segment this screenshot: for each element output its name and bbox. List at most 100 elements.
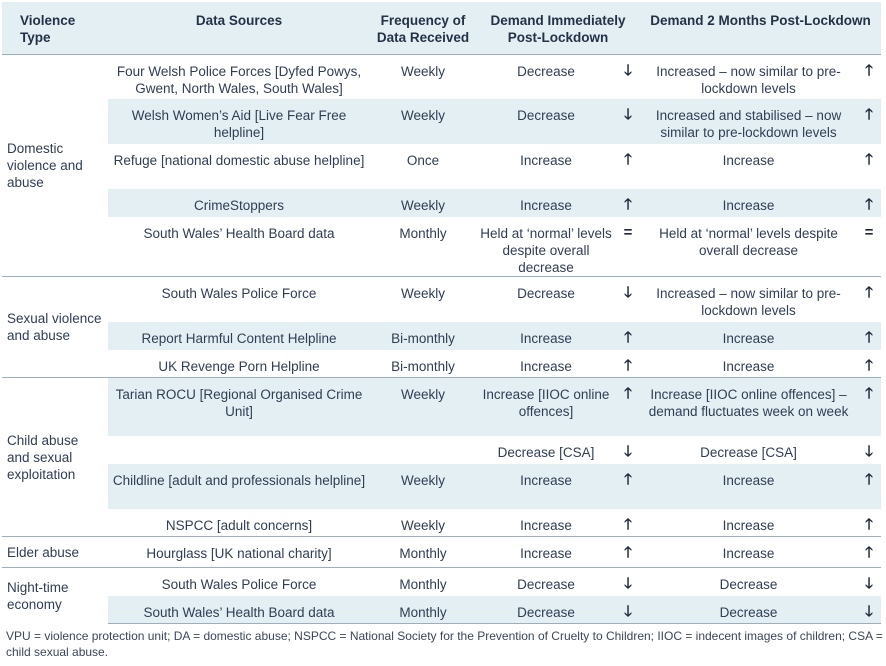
violence-type-label: Child abuse and sexual exploitation: [2, 377, 108, 537]
data-source-cell: Four Welsh Police Forces [Dyfed Powys, G…: [108, 53, 370, 99]
demand-immediate-cell: Decrease: [476, 99, 616, 144]
data-source-cell: UK Revenge Porn Helpline: [108, 349, 370, 378]
arrow-up-icon: 🡑: [616, 508, 641, 537]
equal-icon: =: [857, 217, 882, 277]
demand-2-months-cell: Increased – now similar to pre-lockdown …: [640, 53, 858, 99]
demand-2-months-cell: Decrease [CSA]: [700, 444, 797, 460]
frequency-cell: Weekly: [370, 53, 476, 99]
frequency-cell: Monthly: [370, 595, 476, 624]
data-source-cell: Report Harmful Content Helpline: [108, 321, 370, 350]
table-row: Child abuse and sexual exploitation Taria…: [2, 377, 882, 537]
data-source-cell: Childline [adult and professionals helpl…: [108, 463, 370, 509]
table-row: NSPCC [adult concerns] Weekly Increase 🡑 Inc…: [2, 508, 882, 537]
table-row: Welsh Women’s Aid [Live Fear Free helpli…: [2, 99, 882, 144]
frequency-cell: Weekly: [370, 463, 476, 509]
arrow-up-icon: 🡑: [616, 377, 641, 436]
arrow-up-icon: 🡑: [616, 463, 641, 509]
table-row: Elder abuse Hourglass [UK national charit…: [2, 536, 882, 568]
frequency-cell: Bi-monthly: [370, 321, 476, 350]
demand-immediate-cell: Increase: [476, 536, 616, 568]
frequency-cell: Bi-monthly: [370, 349, 476, 378]
demand-2-months-cell: Increase: [640, 321, 858, 350]
data-source-cell: South Wales’ Health Board data: [108, 217, 370, 277]
arrow-down-icon: 🡓: [624, 442, 632, 460]
demand-2-months-cell: Increase [IIOC online offences] – demand…: [640, 377, 858, 436]
table-row: Childline [adult and professionals helpl…: [2, 463, 882, 509]
arrow-up-icon: 🡑: [616, 349, 641, 378]
arrow-down-icon: 🡓: [616, 99, 641, 144]
arrow-down-icon: 🡓: [616, 53, 641, 99]
demand-2-months-cell: Increased – now similar to pre-lockdown …: [640, 276, 858, 322]
demand-immediate-cell: Decrease: [476, 53, 616, 99]
table-row: South Wales’ Health Board data Monthly Dec…: [2, 595, 882, 624]
frequency-cell: Weekly: [370, 508, 476, 537]
frequency-cell: Weekly: [370, 99, 476, 144]
demand-immediate-cell: Held at ‘normal’ levels despite overall …: [476, 217, 616, 277]
demand-2-months-cell: Increase: [640, 536, 858, 568]
violence-demand-table: Violence Type Data Sources Frequency of …: [2, 2, 882, 624]
data-source-cell: Welsh Women’s Aid [Live Fear Free helpli…: [108, 99, 370, 144]
demand-immediate-cell: Increase: [476, 349, 616, 378]
demand-immediate-cell: Increase: [476, 321, 616, 350]
frequency-cell: Once: [406, 153, 440, 168]
violence-type-label: Domestic violence and abuse: [2, 53, 108, 277]
arrow-down-icon: 🡓: [616, 567, 641, 596]
arrow-up-icon: 🡑: [857, 321, 882, 350]
data-source-cell: Tarian ROCU [Regional Organised Crime Un…: [108, 377, 370, 436]
demand-immediate-cell: Decrease [CSA]: [497, 444, 595, 460]
header-frequency: Frequency of Data Received: [376, 13, 470, 45]
demand-immediate-cell: Increase: [476, 189, 616, 217]
frequency-cell: Monthly: [370, 567, 476, 596]
table-row: CrimeStoppers Weekly Increase 🡑 Increase 🡑: [2, 189, 882, 217]
arrow-up-icon: 🡑: [624, 151, 632, 168]
arrow-up-icon: 🡑: [857, 536, 882, 568]
demand-immediate-cell: Increase: [476, 508, 616, 537]
demand-2-months-cell: Increase: [640, 349, 858, 378]
data-source-cell: South Wales Police Force: [108, 276, 370, 322]
arrow-up-icon: 🡑: [857, 276, 882, 322]
data-source-cell: NSPCC [adult concerns]: [108, 508, 370, 537]
demand-immediate-cell: Increase: [520, 153, 572, 168]
demand-2-months-cell: Increase: [722, 153, 775, 168]
header-demand-2-months: Demand 2 Months Post-Lockdown: [650, 13, 871, 28]
equal-icon: =: [616, 217, 641, 277]
frequency-cell: Weekly: [370, 377, 476, 436]
demand-2-months-cell: Decrease: [640, 567, 858, 596]
arrow-up-icon: 🡑: [857, 377, 882, 436]
arrow-up-icon: 🡑: [616, 321, 641, 350]
arrow-down-icon: 🡓: [857, 595, 882, 624]
violence-type-label: Sexual violence and abuse: [2, 276, 108, 378]
arrow-up-icon: 🡑: [857, 189, 882, 217]
arrow-up-icon: 🡑: [857, 463, 882, 509]
header-violence-type: Violence Type: [20, 13, 76, 45]
arrow-up-icon: 🡑: [857, 508, 882, 537]
data-source-cell: South Wales’ Health Board data: [108, 595, 370, 624]
violence-type-label: Elder abuse: [2, 536, 108, 568]
arrow-down-icon: 🡓: [865, 442, 873, 460]
violence-type-label: Night-time economy: [2, 567, 108, 624]
footnote: VPU = violence protection unit; DA = dom…: [6, 629, 883, 659]
data-source-cell: [108, 436, 370, 464]
table-row: Decrease [CSA] 🡓 Decrease [CSA] 🡓: [2, 436, 881, 464]
demand-2-months-cell: Increased and stabilised – now similar t…: [640, 99, 858, 144]
frequency-cell: Weekly: [370, 276, 476, 322]
data-source-cell: South Wales Police Force: [108, 567, 370, 596]
arrow-up-icon: 🡑: [857, 53, 882, 99]
table-row: Sexual violence and abuse South Wales Pol…: [2, 276, 882, 378]
demand-2-months-cell: Increase: [640, 463, 858, 509]
data-source-cell: Refuge [national domestic abuse helpline…: [113, 153, 365, 168]
frequency-cell: Monthly: [370, 217, 476, 277]
table-row: Night-time economy South Wales Police For…: [2, 567, 882, 624]
demand-2-months-cell: Held at ‘normal’ levels despite overall …: [640, 217, 858, 277]
data-source-cell: Hourglass [UK national charity]: [108, 536, 370, 568]
table-body: Domestic violence and abuse Four Welsh Po…: [2, 53, 882, 624]
frequency-cell: Monthly: [370, 536, 476, 568]
arrow-down-icon: 🡓: [616, 595, 641, 624]
demand-immediate-cell: Decrease: [476, 595, 616, 624]
demand-immediate-cell: Increase: [476, 463, 616, 509]
frequency-cell: [370, 436, 476, 464]
arrow-up-icon: 🡑: [865, 151, 873, 168]
arrow-down-icon: 🡓: [857, 567, 882, 596]
table-row: South Wales’ Health Board data Monthly Hel…: [2, 217, 882, 277]
table-header-row: Violence Type Data Sources Frequency of …: [2, 2, 882, 54]
